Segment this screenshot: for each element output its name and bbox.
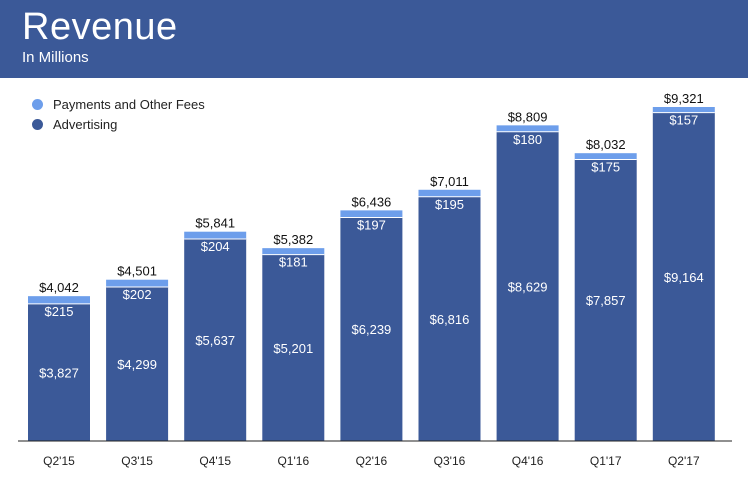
data-label-total: $5,841 bbox=[195, 216, 235, 231]
chart-header: Revenue In Millions bbox=[0, 0, 748, 78]
data-label-advertising: $4,299 bbox=[117, 357, 157, 372]
data-label-payments: $197 bbox=[357, 217, 386, 232]
legend-label-advertising: Advertising bbox=[53, 116, 118, 132]
legend-swatch-payments bbox=[32, 98, 43, 110]
bar-payments bbox=[652, 107, 715, 113]
bar-advertising bbox=[574, 159, 637, 442]
legend-label-payments: Payments and Other Fees bbox=[53, 96, 205, 112]
bar-advertising bbox=[418, 196, 481, 441]
bar-payments bbox=[574, 153, 637, 160]
data-label-total: $9,321 bbox=[664, 91, 704, 106]
data-label-advertising: $8,629 bbox=[508, 279, 548, 294]
bar-advertising bbox=[496, 131, 559, 441]
bar-advertising bbox=[262, 254, 325, 441]
data-label-advertising: $9,164 bbox=[664, 270, 704, 285]
bar-payments bbox=[106, 279, 169, 287]
data-label-total: $4,042 bbox=[39, 280, 79, 295]
x-tick-label: Q1'16 bbox=[277, 454, 309, 468]
data-label-payments: $180 bbox=[513, 132, 542, 147]
bar-advertising bbox=[184, 239, 247, 441]
data-label-payments: $195 bbox=[435, 197, 464, 212]
data-label-payments: $202 bbox=[123, 287, 152, 302]
bar-payments bbox=[184, 231, 247, 240]
legend-item-payments: Payments and Other Fees bbox=[32, 94, 205, 114]
data-label-advertising: $5,201 bbox=[273, 341, 313, 356]
data-label-advertising: $3,827 bbox=[39, 365, 79, 380]
x-tick-label: Q4'15 bbox=[199, 454, 231, 468]
data-label-payments: $215 bbox=[45, 304, 74, 319]
x-tick-label: Q3'16 bbox=[434, 454, 466, 468]
data-label-advertising: $6,239 bbox=[352, 322, 392, 337]
bar-payments bbox=[28, 296, 90, 304]
data-label-advertising: $7,857 bbox=[586, 293, 626, 308]
bar-advertising bbox=[340, 217, 403, 441]
x-tick-label: Q1'17 bbox=[590, 454, 622, 468]
data-label-payments: $157 bbox=[669, 113, 698, 128]
data-label-total: $5,382 bbox=[273, 232, 313, 247]
chart-title: Revenue bbox=[22, 6, 178, 48]
data-label-total: $8,809 bbox=[508, 109, 548, 124]
data-label-total: $7,011 bbox=[430, 174, 469, 189]
x-tick-label: Q2'15 bbox=[43, 454, 75, 468]
x-tick-label: Q3'15 bbox=[121, 454, 153, 468]
bar-payments bbox=[262, 248, 325, 255]
legend-item-advertising: Advertising bbox=[32, 114, 205, 134]
data-label-total: $4,501 bbox=[117, 264, 157, 279]
legend-swatch-advertising bbox=[32, 118, 43, 130]
data-label-payments: $204 bbox=[201, 239, 230, 254]
chart-subtitle: In Millions bbox=[22, 49, 89, 66]
x-tick-label: Q2'17 bbox=[668, 454, 700, 468]
x-tick-label: Q4'16 bbox=[512, 454, 544, 468]
data-label-payments: $175 bbox=[591, 159, 620, 174]
data-label-total: $8,032 bbox=[586, 137, 626, 152]
data-label-advertising: $6,816 bbox=[430, 312, 470, 327]
data-label-total: $6,436 bbox=[352, 194, 392, 209]
bar-payments bbox=[418, 189, 481, 197]
bar-advertising bbox=[106, 286, 169, 441]
bar-advertising bbox=[28, 303, 90, 441]
bar-payments bbox=[340, 210, 403, 218]
data-label-advertising: $5,637 bbox=[195, 333, 235, 348]
x-tick-label: Q2'16 bbox=[356, 454, 388, 468]
bar-payments bbox=[496, 125, 559, 132]
data-label-payments: $181 bbox=[279, 255, 308, 270]
bar-advertising bbox=[652, 112, 715, 441]
legend: Payments and Other Fees Advertising bbox=[32, 94, 205, 134]
